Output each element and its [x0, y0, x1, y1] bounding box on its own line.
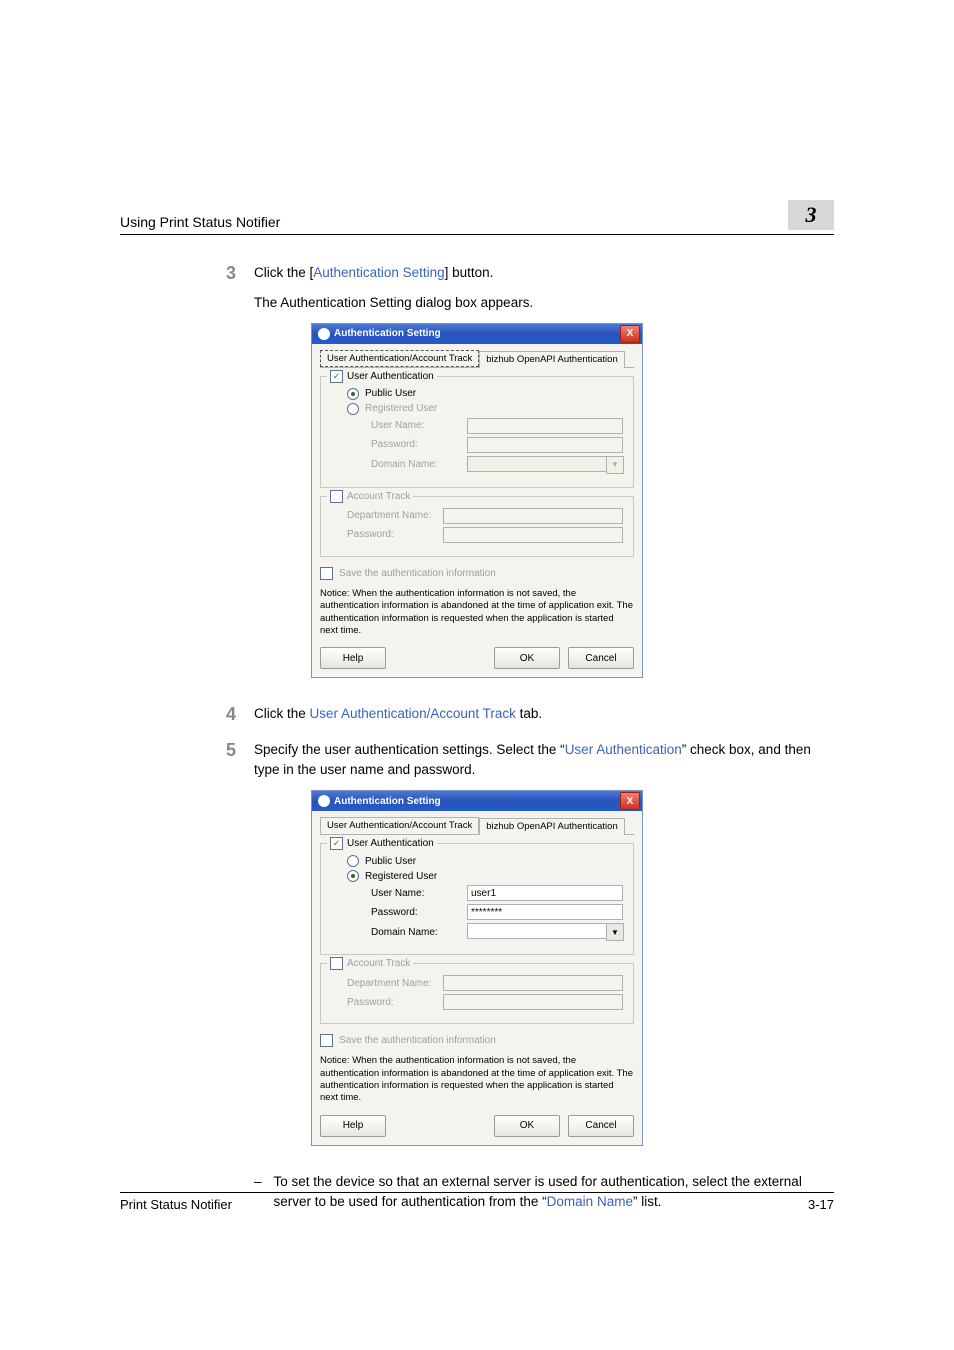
acct-password-input[interactable] — [443, 527, 623, 543]
chapter-number-box: 3 — [788, 200, 834, 230]
auth-notice: Notice: When the authentication informat… — [320, 1055, 634, 1104]
dept-input[interactable] — [443, 975, 623, 991]
registered-user-radio[interactable] — [347, 403, 359, 415]
user-auth-group: ✓ User Authentication Public User Regist… — [320, 376, 634, 488]
close-icon[interactable]: X — [620, 792, 640, 810]
save-auth-label: Save the authentication information — [339, 568, 496, 579]
domain-input[interactable] — [467, 456, 606, 472]
cancel-button[interactable]: Cancel — [568, 1115, 634, 1137]
user-auth-group: ✓ User Authentication Public User Regist… — [320, 843, 634, 955]
user-auth-checkbox[interactable]: ✓ — [330, 837, 343, 850]
user-auth-label: User Authentication — [347, 371, 434, 382]
domain-combo[interactable]: ▼ — [467, 456, 624, 474]
tab-openapi-auth[interactable]: bizhub OpenAPI Authentication — [479, 351, 625, 368]
text: Specify the user authentication settings… — [254, 742, 565, 757]
step-number: 4 — [216, 704, 236, 726]
tab-strip: User Authentication/Account Track bizhub… — [320, 350, 634, 368]
step-body: Specify the user authentication settings… — [254, 740, 834, 781]
dept-label: Department Name: — [347, 510, 437, 521]
step-number: 5 — [216, 740, 236, 781]
password-input[interactable] — [467, 437, 623, 453]
account-track-group: Account Track Department Name: Password: — [320, 496, 634, 557]
public-user-radio[interactable] — [347, 855, 359, 867]
acct-password-input[interactable] — [443, 994, 623, 1010]
tab-user-auth[interactable]: User Authentication/Account Track — [320, 817, 479, 834]
user-authentication-link: User Authentication — [565, 742, 682, 757]
public-user-radio[interactable] — [347, 388, 359, 400]
text: Click the — [254, 706, 310, 721]
auth-setting-dialog-1: Authentication Setting X User Authentica… — [311, 323, 643, 678]
registered-user-radio[interactable] — [347, 870, 359, 882]
dialog-titlebar: Authentication Setting X — [312, 324, 642, 344]
account-track-label: Account Track — [347, 491, 410, 502]
close-icon[interactable]: X — [620, 325, 640, 343]
dialog-title: Authentication Setting — [334, 328, 441, 339]
footer-title: Print Status Notifier — [120, 1197, 232, 1212]
running-header: Using Print Status Notifier 3 — [120, 200, 834, 235]
account-track-checkbox[interactable] — [330, 490, 343, 503]
cancel-button[interactable]: Cancel — [568, 647, 634, 669]
account-track-label: Account Track — [347, 958, 410, 969]
registered-user-label: Registered User — [365, 871, 437, 882]
ok-button[interactable]: OK — [494, 647, 560, 669]
auth-setting-link: Authentication Setting — [313, 265, 444, 280]
user-auth-tab-link: User Authentication/Account Track — [310, 706, 516, 721]
tab-strip: User Authentication/Account Track bizhub… — [320, 817, 634, 835]
step-body: Click the [Authentication Setting] butto… — [254, 263, 834, 285]
step-number: 3 — [216, 263, 236, 285]
ok-button[interactable]: OK — [494, 1115, 560, 1137]
text: Click the [ — [254, 265, 313, 280]
password-input[interactable] — [467, 904, 623, 920]
save-auth-label: Save the authentication information — [339, 1035, 496, 1046]
step-4: 4 Click the User Authentication/Account … — [216, 704, 834, 726]
app-icon — [318, 795, 330, 807]
chevron-down-icon[interactable]: ▼ — [606, 456, 624, 474]
domain-label: Domain Name: — [371, 927, 461, 938]
registered-user-label: Registered User — [365, 403, 437, 414]
auth-setting-dialog-2: Authentication Setting X User Authentica… — [311, 790, 643, 1145]
username-input[interactable] — [467, 885, 623, 901]
save-auth-checkbox[interactable] — [320, 1034, 333, 1047]
page-footer: Print Status Notifier 3-17 — [120, 1192, 834, 1212]
password-label: Password: — [371, 439, 461, 450]
account-track-group: Account Track Department Name: Password: — [320, 963, 634, 1024]
public-user-label: Public User — [365, 856, 416, 867]
app-icon — [318, 328, 330, 340]
step-body: Click the User Authentication/Account Tr… — [254, 704, 834, 726]
dept-input[interactable] — [443, 508, 623, 524]
user-auth-label: User Authentication — [347, 838, 434, 849]
tab-user-auth[interactable]: User Authentication/Account Track — [320, 350, 479, 367]
text: ] button. — [445, 265, 494, 280]
dialog-titlebar: Authentication Setting X — [312, 791, 642, 811]
dialog-title: Authentication Setting — [334, 796, 441, 807]
acct-password-label: Password: — [347, 997, 437, 1008]
step-3-line2: The Authentication Setting dialog box ap… — [254, 293, 834, 313]
domain-label: Domain Name: — [371, 459, 461, 470]
tab-openapi-auth[interactable]: bizhub OpenAPI Authentication — [479, 818, 625, 835]
password-label: Password: — [371, 907, 461, 918]
auth-notice: Notice: When the authentication informat… — [320, 588, 634, 637]
username-label: User Name: — [371, 420, 461, 431]
domain-combo[interactable]: ▼ — [467, 923, 624, 941]
save-auth-checkbox[interactable] — [320, 567, 333, 580]
dept-label: Department Name: — [347, 978, 437, 989]
domain-input[interactable] — [467, 923, 606, 939]
help-button[interactable]: Help — [320, 1115, 386, 1137]
text: tab. — [516, 706, 542, 721]
user-auth-checkbox[interactable]: ✓ — [330, 370, 343, 383]
public-user-label: Public User — [365, 388, 416, 399]
step-5: 5 Specify the user authentication settin… — [216, 740, 834, 781]
account-track-checkbox[interactable] — [330, 957, 343, 970]
help-button[interactable]: Help — [320, 647, 386, 669]
username-label: User Name: — [371, 888, 461, 899]
section-title: Using Print Status Notifier — [120, 214, 280, 230]
acct-password-label: Password: — [347, 529, 437, 540]
username-input[interactable] — [467, 418, 623, 434]
footer-page: 3-17 — [808, 1197, 834, 1212]
chevron-down-icon[interactable]: ▼ — [606, 923, 624, 941]
step-3: 3 Click the [Authentication Setting] but… — [216, 263, 834, 285]
